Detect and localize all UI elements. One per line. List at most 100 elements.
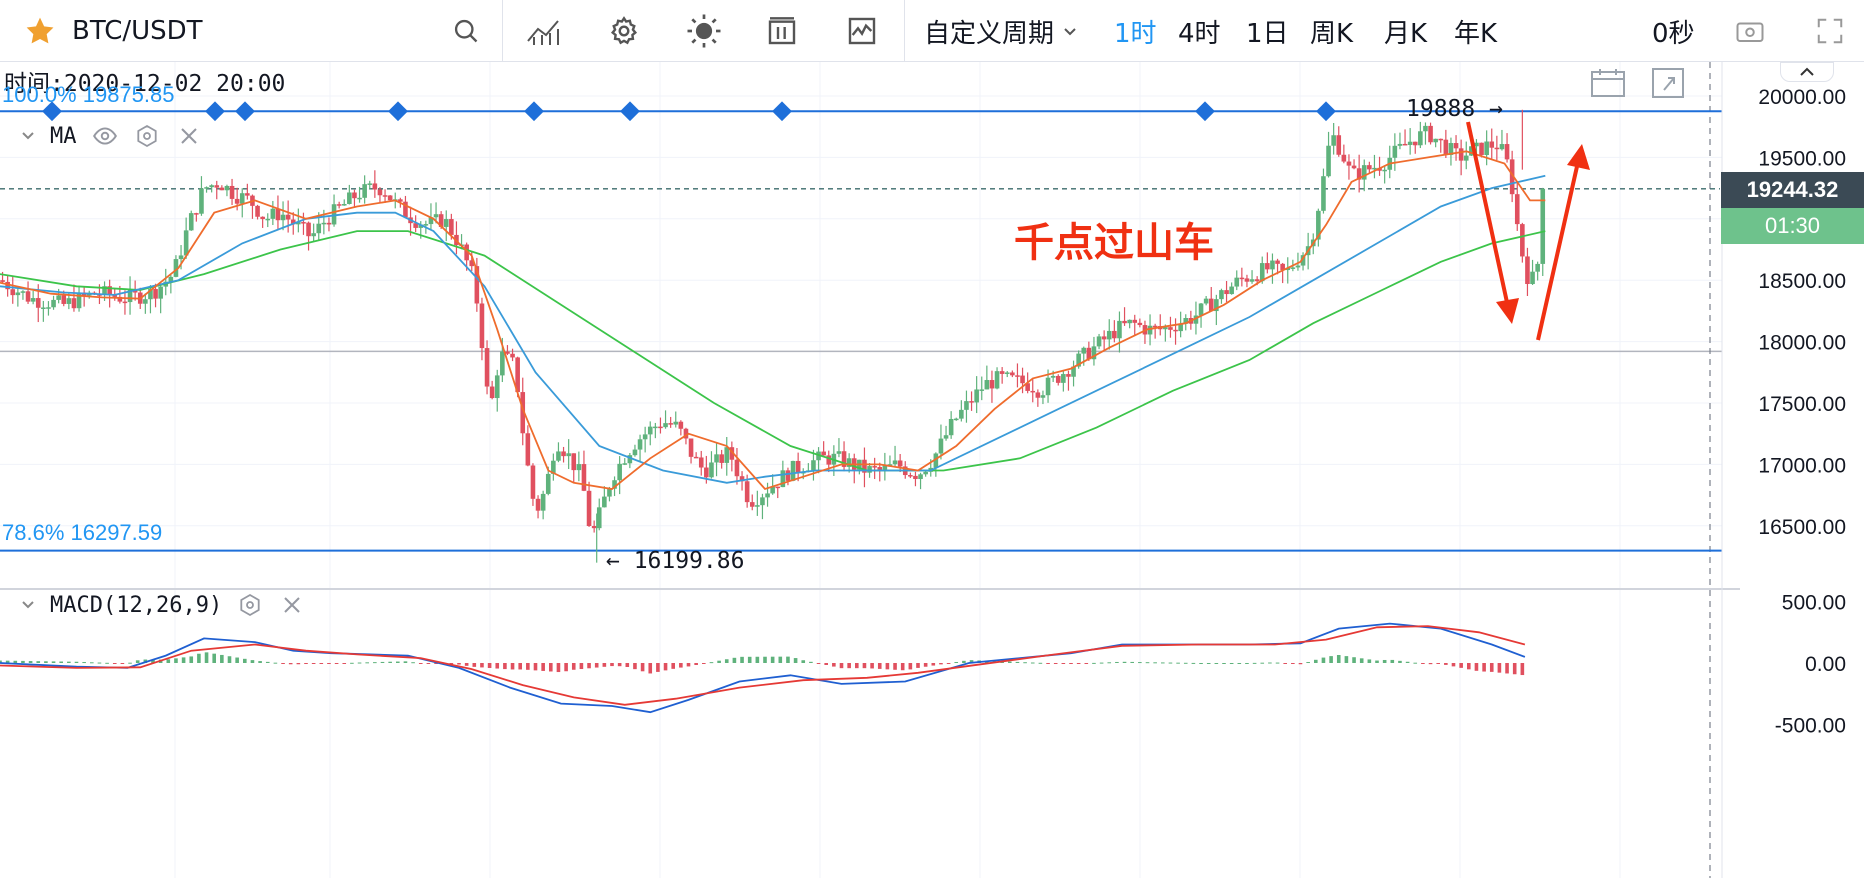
candle-body	[1086, 347, 1092, 360]
candle-body	[1178, 323, 1183, 332]
candle-body	[382, 195, 388, 197]
macd-histogram-bar	[954, 662, 959, 664]
macd-signal-line	[0, 625, 1526, 706]
settings-gear-icon[interactable]	[604, 0, 644, 62]
close-icon[interactable]	[175, 122, 203, 150]
candle-body	[770, 486, 775, 494]
macd-histogram-bar	[671, 663, 675, 669]
macd-histogram-bar	[770, 656, 775, 663]
candle-body	[1147, 325, 1153, 335]
candle-body	[1214, 299, 1219, 312]
macd-histogram-bar	[197, 653, 201, 663]
macd-histogram-bar	[1413, 662, 1418, 664]
macd-histogram-bar	[1222, 663, 1226, 664]
macd-histogram-bar	[1520, 663, 1525, 676]
period-tab-4h[interactable]: 4时	[1178, 18, 1221, 49]
candle-body	[933, 453, 939, 468]
candle-body	[245, 193, 250, 196]
macd-histogram-bar	[839, 663, 844, 669]
macd-tick-label: -500.00	[1775, 715, 1846, 738]
macd-histogram-bar	[862, 663, 867, 669]
candle-body	[1239, 277, 1245, 280]
macd-histogram-bar	[686, 663, 691, 667]
macd-histogram-bar	[1260, 662, 1265, 664]
favorite-star-icon[interactable]	[24, 0, 56, 62]
collapse-toolbar-button[interactable]	[1780, 62, 1834, 82]
candle-body	[1285, 267, 1291, 271]
macd-histogram-bar	[1214, 663, 1219, 664]
candle-body	[642, 434, 648, 440]
search-icon[interactable]	[450, 0, 482, 62]
screenshot-icon[interactable]	[1730, 0, 1770, 62]
candle-body	[709, 462, 714, 478]
fullscreen-icon[interactable]	[1810, 0, 1850, 62]
candle-body	[1535, 263, 1540, 272]
period-tab-month[interactable]: 月K	[1384, 18, 1428, 49]
candle-body	[1096, 336, 1102, 347]
candle-body	[596, 507, 602, 529]
chart-area[interactable]: 20000.0019500.0019000.0018500.0018000.00…	[0, 62, 1864, 878]
macd-histogram-bar	[1115, 661, 1119, 663]
eye-icon[interactable]	[91, 122, 119, 150]
candle-body	[311, 233, 316, 237]
custom-period-dropdown[interactable]: 自定义周期	[924, 0, 1078, 62]
candle-body	[790, 460, 796, 481]
fib-anchor-marker	[524, 101, 544, 122]
period-tab-1h[interactable]: 1时	[1114, 18, 1157, 49]
candle-body	[1453, 143, 1459, 149]
candle-body	[56, 295, 61, 300]
close-icon[interactable]	[278, 591, 306, 619]
layout-icon[interactable]	[762, 0, 802, 62]
period-tab-year[interactable]: 年K	[1454, 18, 1498, 49]
chart-canvas[interactable]: 20000.0019500.0019000.0018500.0018000.00…	[0, 62, 1864, 878]
macd-histogram-bar	[250, 660, 255, 663]
candle-body	[923, 471, 928, 475]
candle-body	[1479, 142, 1484, 155]
candle-body	[127, 289, 133, 303]
candle-body	[1346, 161, 1352, 166]
macd-histogram-bar	[67, 661, 71, 663]
chart-type-icon[interactable]	[842, 0, 882, 62]
macd-histogram-bar	[1145, 662, 1150, 664]
candle-body	[1173, 329, 1178, 332]
settings-hex-icon[interactable]	[133, 122, 161, 150]
candle-body	[1071, 366, 1076, 377]
macd-histogram-bar	[342, 663, 347, 664]
candle-body	[41, 307, 46, 310]
chevron-down-icon[interactable]	[20, 597, 36, 613]
macd-histogram-bar	[1046, 663, 1050, 664]
chevron-up-icon	[1800, 67, 1814, 76]
current-price-tag: 19244.32	[1721, 172, 1864, 208]
indicators-icon[interactable]	[524, 0, 564, 62]
ma-label: MA	[50, 123, 77, 149]
arrow-head	[1496, 298, 1519, 324]
candle-body	[1127, 319, 1132, 324]
macd-histogram-bar	[74, 661, 79, 663]
symbol-name[interactable]: BTC/USDT	[72, 16, 203, 46]
period-tab-1d[interactable]: 1日	[1246, 18, 1289, 49]
expand-icon[interactable]	[1652, 68, 1684, 98]
macd-histogram-bar	[549, 663, 553, 672]
macd-histogram-bar	[128, 662, 132, 664]
macd-histogram-bar	[151, 659, 155, 663]
chevron-down-icon[interactable]	[20, 128, 36, 144]
arrow-head	[1567, 144, 1590, 170]
macd-histogram-bar	[28, 661, 33, 663]
macd-histogram-bar	[900, 663, 905, 671]
candle-body	[749, 502, 755, 507]
macd-histogram-bar	[579, 663, 584, 670]
candle-body	[1208, 298, 1214, 312]
period-tab-week[interactable]: 周K	[1310, 18, 1354, 49]
macd-histogram-bar	[1512, 663, 1517, 675]
custom-period-label: 自定义周期	[924, 18, 1055, 49]
candle-body	[591, 526, 597, 529]
candle-body	[30, 298, 36, 302]
candle-body	[71, 298, 77, 309]
candle-body	[1004, 372, 1010, 374]
macd-histogram-bar	[464, 663, 469, 666]
settings-hex-icon[interactable]	[236, 591, 264, 619]
theme-sun-icon[interactable]	[684, 0, 724, 62]
calendar-icon[interactable]	[1590, 68, 1626, 98]
candle-body	[1438, 138, 1444, 141]
candle-body	[1259, 263, 1265, 282]
